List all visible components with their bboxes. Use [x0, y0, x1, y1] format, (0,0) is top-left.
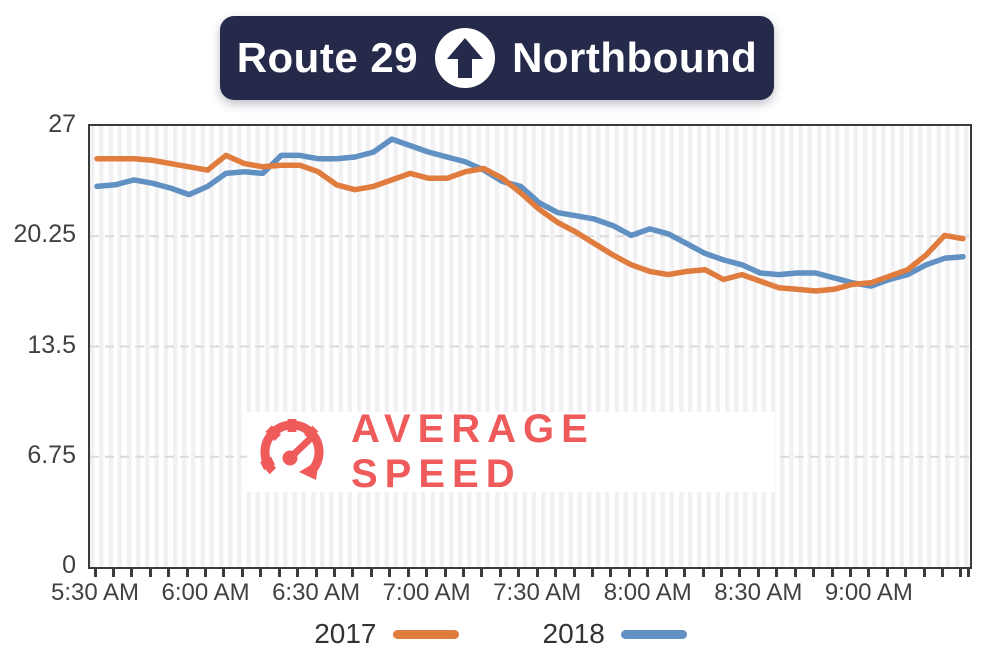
x-tick	[701, 569, 705, 577]
x-tick	[480, 569, 484, 577]
x-tick	[333, 569, 337, 577]
series-line-2017	[94, 152, 966, 294]
y-tick-label: 6.75	[27, 440, 76, 469]
legend-label-2017: 2017	[314, 618, 377, 649]
series-line-2018	[94, 136, 966, 289]
x-tick-label: 7:00 AM	[382, 579, 471, 606]
x-tick	[590, 569, 594, 577]
x-tick-label: 6:30 AM	[272, 579, 361, 606]
x-tick	[756, 569, 760, 577]
x-tick	[517, 569, 521, 577]
x-tick	[967, 569, 970, 577]
legend: 2017 2018	[0, 618, 1001, 650]
x-tick-label: 6:00 AM	[161, 579, 250, 606]
x-tick	[609, 569, 613, 577]
x-tick	[664, 569, 668, 577]
x-tick	[922, 569, 926, 577]
x-tick	[904, 569, 908, 577]
x-tick	[425, 569, 429, 577]
up-arrow-icon	[434, 27, 496, 89]
x-tick	[369, 569, 373, 577]
x-tick	[775, 569, 779, 577]
x-tick	[941, 569, 945, 577]
x-tick-label: 7:30 AM	[493, 579, 582, 606]
plot-area: AVERAGE SPEED	[88, 124, 972, 569]
direction-label: Northbound	[512, 34, 758, 81]
x-tick	[554, 569, 558, 577]
x-tick	[535, 569, 539, 577]
x-tick	[259, 569, 263, 577]
x-tick	[498, 569, 502, 577]
x-tick	[738, 569, 742, 577]
legend-swatch-2018	[620, 629, 687, 639]
x-tick	[204, 569, 208, 577]
legend-label-2018: 2018	[542, 618, 605, 649]
y-tick-label: 13.5	[27, 330, 76, 359]
x-tick	[277, 569, 281, 577]
x-tick	[885, 569, 889, 577]
x-tick	[959, 569, 963, 577]
x-tick	[830, 569, 834, 577]
x-tick	[185, 569, 189, 577]
x-tick	[222, 569, 226, 577]
y-tick-label: 20.25	[13, 220, 76, 249]
x-tick-label: 9:00 AM	[824, 579, 913, 606]
x-tick-label: 8:00 AM	[603, 579, 692, 606]
x-tick	[719, 569, 723, 577]
x-tick	[296, 569, 300, 577]
legend-swatch-2017	[392, 629, 459, 639]
x-tick	[572, 569, 576, 577]
x-tick	[867, 569, 871, 577]
x-tick	[443, 569, 447, 577]
watermark: AVERAGE SPEED	[247, 407, 775, 496]
x-tick	[627, 569, 631, 577]
x-tick	[793, 569, 797, 577]
line-chart	[90, 136, 970, 458]
x-tick-label: 5:30 AM	[50, 579, 140, 606]
x-tick	[848, 569, 852, 577]
x-tick	[406, 569, 410, 577]
x-tick	[93, 569, 97, 577]
x-tick	[646, 569, 650, 577]
x-tick	[240, 569, 244, 577]
x-tick	[683, 569, 687, 577]
route-badge: Route 29 Northbound	[220, 16, 774, 100]
x-tick	[314, 569, 318, 577]
x-tick	[148, 569, 152, 577]
watermark-label: AVERAGE SPEED	[351, 407, 595, 496]
x-tick	[167, 569, 171, 577]
x-tick	[462, 569, 465, 577]
x-tick	[111, 569, 115, 577]
x-tick	[388, 569, 392, 577]
x-tick	[351, 569, 355, 577]
route-label: Route 29	[236, 34, 419, 81]
y-tick-label: 0	[62, 551, 76, 579]
x-tick	[812, 569, 816, 577]
x-tick-label: 8:30 AM	[714, 579, 803, 606]
legend-item-2017: 2017	[314, 618, 459, 650]
y-tick-label: 27	[48, 110, 76, 138]
legend-item-2018: 2018	[543, 618, 687, 650]
speedometer-icon	[253, 411, 331, 494]
x-tick	[130, 569, 134, 577]
